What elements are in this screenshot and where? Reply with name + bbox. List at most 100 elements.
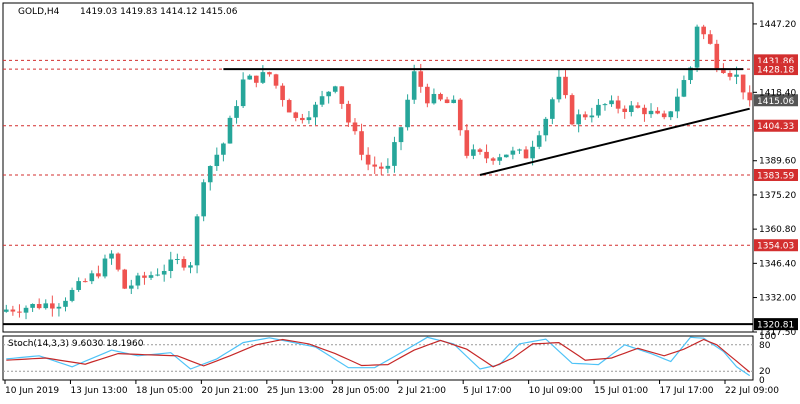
candle-bear [280,85,285,101]
candle-bull [221,143,226,155]
candle-bull [313,104,318,118]
candle-bear [438,93,443,100]
candle-bull [175,258,180,260]
candle-bull [497,157,503,161]
candle-bear [747,92,753,101]
candle-bull [319,96,325,105]
candle-bull [332,86,338,92]
candle-bear [142,275,147,278]
candle-bear [293,112,299,118]
level-label: 1320.81 [757,321,794,331]
candle-bull [43,303,49,309]
candle-bull [576,114,581,125]
candle-bear [273,74,279,86]
candle-bull [23,307,29,313]
time-tick-label: 13 Jun 13:00 [70,386,127,396]
level-label: 1428.18 [757,66,794,76]
candle-bull [155,274,160,276]
candle-bull [3,309,9,312]
candle-bull [260,72,266,83]
level-label-box [754,169,798,182]
candle-bull [431,93,437,104]
stochastic-tick-label: 100 [759,332,776,342]
time-tick-label: 20 Jun 21:00 [201,386,258,396]
candle-bear [300,117,305,121]
candle-bull [681,80,687,97]
stochastic-tick-label: 0 [759,376,765,386]
candle-bull [135,275,141,286]
candle-bull [385,165,391,169]
candle-bull [536,135,542,147]
candle-bull [398,127,404,143]
candle-bear [50,303,55,309]
price-tick-label: 1332.00 [759,294,796,304]
level-label-box [754,63,798,76]
candle-bull [471,149,476,156]
candles [3,24,753,320]
candle-bear [655,110,660,114]
candle-bear [17,311,22,313]
candle-bear [721,68,726,74]
candle-bear [464,130,470,156]
candle-bull [734,74,739,77]
time-tick-label: 2 Jul 21:00 [398,386,447,396]
candle-bear [372,164,378,167]
time-tick-label: 28 Jun 05:00 [332,386,389,396]
trendlines [223,68,750,176]
candle-bull [602,104,608,106]
candle-bull [628,105,634,112]
candle-bear [563,76,568,96]
candle-bear [477,149,483,152]
candle-bear [740,74,746,93]
support-trendline [479,107,750,176]
price-tick-label: 1360.80 [759,225,796,235]
candle-bear [714,43,720,69]
candle-bear [622,108,628,112]
candle-bull [451,99,456,104]
candle-bull [609,100,614,105]
candle-bear [267,72,272,75]
time-tick-label: 22 Jul 09:00 [725,386,779,396]
stochastic-tick-label: 20 [759,367,771,377]
level-label-box [754,239,798,252]
time-tick-label: 25 Jun 13:00 [267,386,324,396]
candle-bull [405,99,410,128]
candle-bear [569,95,575,125]
level-label: 1431.86 [757,57,794,67]
candle-bull [392,142,397,166]
candle-bear [635,105,641,108]
candle-bull [688,67,693,81]
candle-bear [457,99,463,131]
candle-bull [556,76,562,100]
candle-bull [89,273,95,282]
stochastic-d-line [6,338,751,373]
candle-bull [530,146,535,159]
time-tick-label: 17 Jul 17:00 [660,386,714,396]
candle-bull [550,99,555,119]
candle-bull [247,75,253,80]
candle-bull [168,259,174,271]
candle-bull [227,117,233,144]
level-label-box [754,318,798,331]
candle-bull [675,96,680,112]
candle-bull [56,306,62,309]
candle-bull [148,275,154,278]
current-price-box [754,94,798,107]
candle-bear [615,100,621,109]
candle-bear [36,304,42,309]
candle-bull [517,149,522,151]
candle-bear [484,151,489,159]
candle-bear [444,99,450,104]
candle-bull [102,258,108,277]
candle-bear [346,103,351,123]
candle-bear [286,100,292,113]
candle-bull [30,304,35,308]
candle-bear [339,86,345,104]
level-label: 1354.03 [757,242,794,252]
time-tick-label: 10 Jul 09:00 [529,386,583,396]
level-label: 1404.33 [757,122,794,132]
candle-bear [418,71,424,87]
